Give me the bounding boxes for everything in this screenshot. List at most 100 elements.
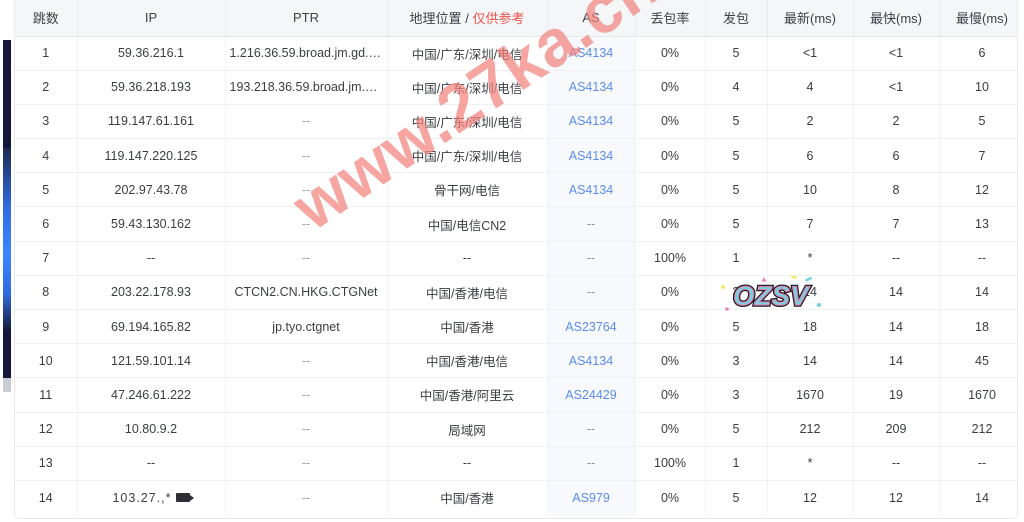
column-header-geo-label: 地理位置 — [409, 11, 462, 27]
cell-ptr: -- — [225, 172, 388, 208]
cell-best: <1 — [853, 36, 940, 71]
ptr-value: -- — [301, 387, 311, 402]
cell-hop: 7 — [15, 241, 78, 276]
cell-loss: 0% — [635, 70, 706, 105]
ptr-value: -- — [301, 490, 311, 505]
cell-best: 8 — [853, 172, 940, 208]
cell-best: 7 — [853, 206, 940, 242]
cell-loss: 100% — [635, 446, 706, 481]
column-header-best[interactable]: 最快(ms) — [853, 0, 940, 37]
cell-sent: 5 — [705, 412, 768, 447]
column-header-ptr[interactable]: PTR — [225, 0, 388, 37]
cell-worst: -- — [939, 446, 1017, 481]
table-row: 2 59.36.218.193 193.218.36.59.broad.jm.gd.… — [15, 70, 1017, 105]
cell-sent: 1 — [705, 241, 768, 276]
cell-as[interactable]: AS4134 — [547, 138, 636, 174]
column-header-ip[interactable]: IP — [77, 0, 226, 37]
as-number-link[interactable]: AS4134 — [568, 182, 614, 197]
as-number-link[interactable]: AS979 — [572, 490, 610, 505]
as-number-link[interactable]: AS4134 — [568, 353, 614, 368]
cell-as[interactable]: AS24429 — [547, 377, 636, 413]
table-body: 159.36.216.11.216.36.59.broad.jm.gd.dyna… — [15, 36, 1017, 515]
table-row: 659.43.130.162--中国/电信CN2--0%577138 — [15, 206, 1017, 242]
cell-sent: 5 — [705, 104, 768, 140]
cell-ip: 119.147.220.125 — [77, 138, 226, 174]
cell-worst: 12 — [939, 172, 1017, 208]
as-number-empty: -- — [586, 422, 596, 437]
as-number-link[interactable]: AS23764 — [565, 319, 617, 334]
cell-loss: 0% — [635, 36, 706, 71]
cell-loss: 0% — [635, 206, 706, 242]
cell-ip: 59.36.218.193 — [77, 70, 226, 105]
cell-as[interactable]: AS23764 — [547, 309, 636, 345]
cell-sent: 5 — [705, 206, 768, 242]
cell-last: 14 — [767, 275, 854, 311]
as-number-link[interactable]: AS24429 — [565, 387, 617, 402]
cell-as[interactable]: AS4134 — [547, 70, 636, 105]
cell-as: -- — [547, 446, 636, 481]
column-header-worst[interactable]: 最慢(ms) — [939, 0, 1017, 37]
cell-last: * — [767, 446, 854, 481]
cell-last: 2 — [767, 104, 854, 140]
cell-geo: -- — [387, 446, 548, 481]
cell-loss: 0% — [635, 309, 706, 345]
column-header-loss[interactable]: 丢包率 — [635, 0, 706, 37]
cell-last: 18 — [767, 309, 854, 345]
cell-last: 212 — [767, 412, 854, 447]
as-number-empty: -- — [586, 217, 596, 232]
cell-loss: 100% — [635, 241, 706, 276]
cell-ptr: 1.216.36.59.broad.jm.gd.dyna... — [225, 36, 388, 71]
cell-ptr: 193.218.36.59.broad.jm.gd.dy... — [225, 70, 388, 105]
table-header-row: 跳数 IP PTR 地理位置 / 仅供参考 AS 丢包率 发包 最新(ms) 最… — [15, 0, 1017, 37]
column-header-last[interactable]: 最新(ms) — [767, 0, 854, 37]
cell-last: 7 — [767, 206, 854, 242]
cell-hop: 4 — [15, 138, 78, 174]
scrollbar-thumb[interactable] — [3, 148, 11, 330]
ptr-value: -- — [301, 148, 311, 163]
cell-best: 6 — [853, 138, 940, 174]
cell-as[interactable]: AS4134 — [547, 172, 636, 208]
cell-geo: 局域网 — [387, 412, 548, 447]
ptr-value: -- — [301, 353, 311, 368]
cell-loss: 0% — [635, 104, 706, 140]
column-header-sent[interactable]: 发包 — [705, 0, 768, 37]
as-number-empty: -- — [586, 456, 596, 471]
as-number-link[interactable]: AS4134 — [568, 46, 614, 61]
cell-ip: 103.27.,* — [77, 480, 226, 515]
cell-as[interactable]: AS4134 — [547, 104, 636, 140]
cell-worst: 18 — [939, 309, 1017, 345]
cell-loss: 0% — [635, 343, 706, 379]
column-header-as[interactable]: AS — [547, 0, 636, 37]
cell-as[interactable]: AS979 — [547, 480, 636, 515]
cell-sent: 1 — [705, 446, 768, 481]
cell-sent: 3 — [705, 343, 768, 379]
cell-sent: 5 — [705, 138, 768, 174]
cell-ptr: -- — [225, 206, 388, 242]
column-header-hop[interactable]: 跳数 — [15, 0, 78, 37]
page-scrollbar[interactable] — [0, 0, 14, 522]
cell-ip: 121.59.101.14 — [77, 343, 226, 379]
cell-sent: 4 — [705, 70, 768, 105]
cell-best: 2 — [853, 104, 940, 140]
as-number-empty: -- — [586, 285, 596, 300]
cell-best: 14 — [853, 275, 940, 311]
cell-best: 14 — [853, 343, 940, 379]
cell-worst: 14 — [939, 275, 1017, 311]
column-header-geo[interactable]: 地理位置 / 仅供参考 — [387, 0, 548, 37]
ptr-value: jp.tyo.ctgnet — [272, 319, 340, 334]
cell-last: 10 — [767, 172, 854, 208]
cell-last: 1670 — [767, 377, 854, 413]
cell-as[interactable]: AS4134 — [547, 343, 636, 379]
as-number-link[interactable]: AS4134 — [568, 80, 614, 95]
cell-hop: 3 — [15, 104, 78, 140]
as-number-link[interactable]: AS4134 — [568, 148, 614, 163]
cell-hop: 2 — [15, 70, 78, 105]
cell-worst: 1670 — [939, 377, 1017, 413]
cell-as[interactable]: AS4134 — [547, 36, 636, 71]
cell-sent: 3 — [705, 377, 768, 413]
cell-hop: 9 — [15, 309, 78, 345]
ptr-value: -- — [301, 217, 311, 232]
cell-ptr: -- — [225, 138, 388, 174]
cell-last: * — [767, 241, 854, 276]
as-number-link[interactable]: AS4134 — [568, 114, 614, 129]
